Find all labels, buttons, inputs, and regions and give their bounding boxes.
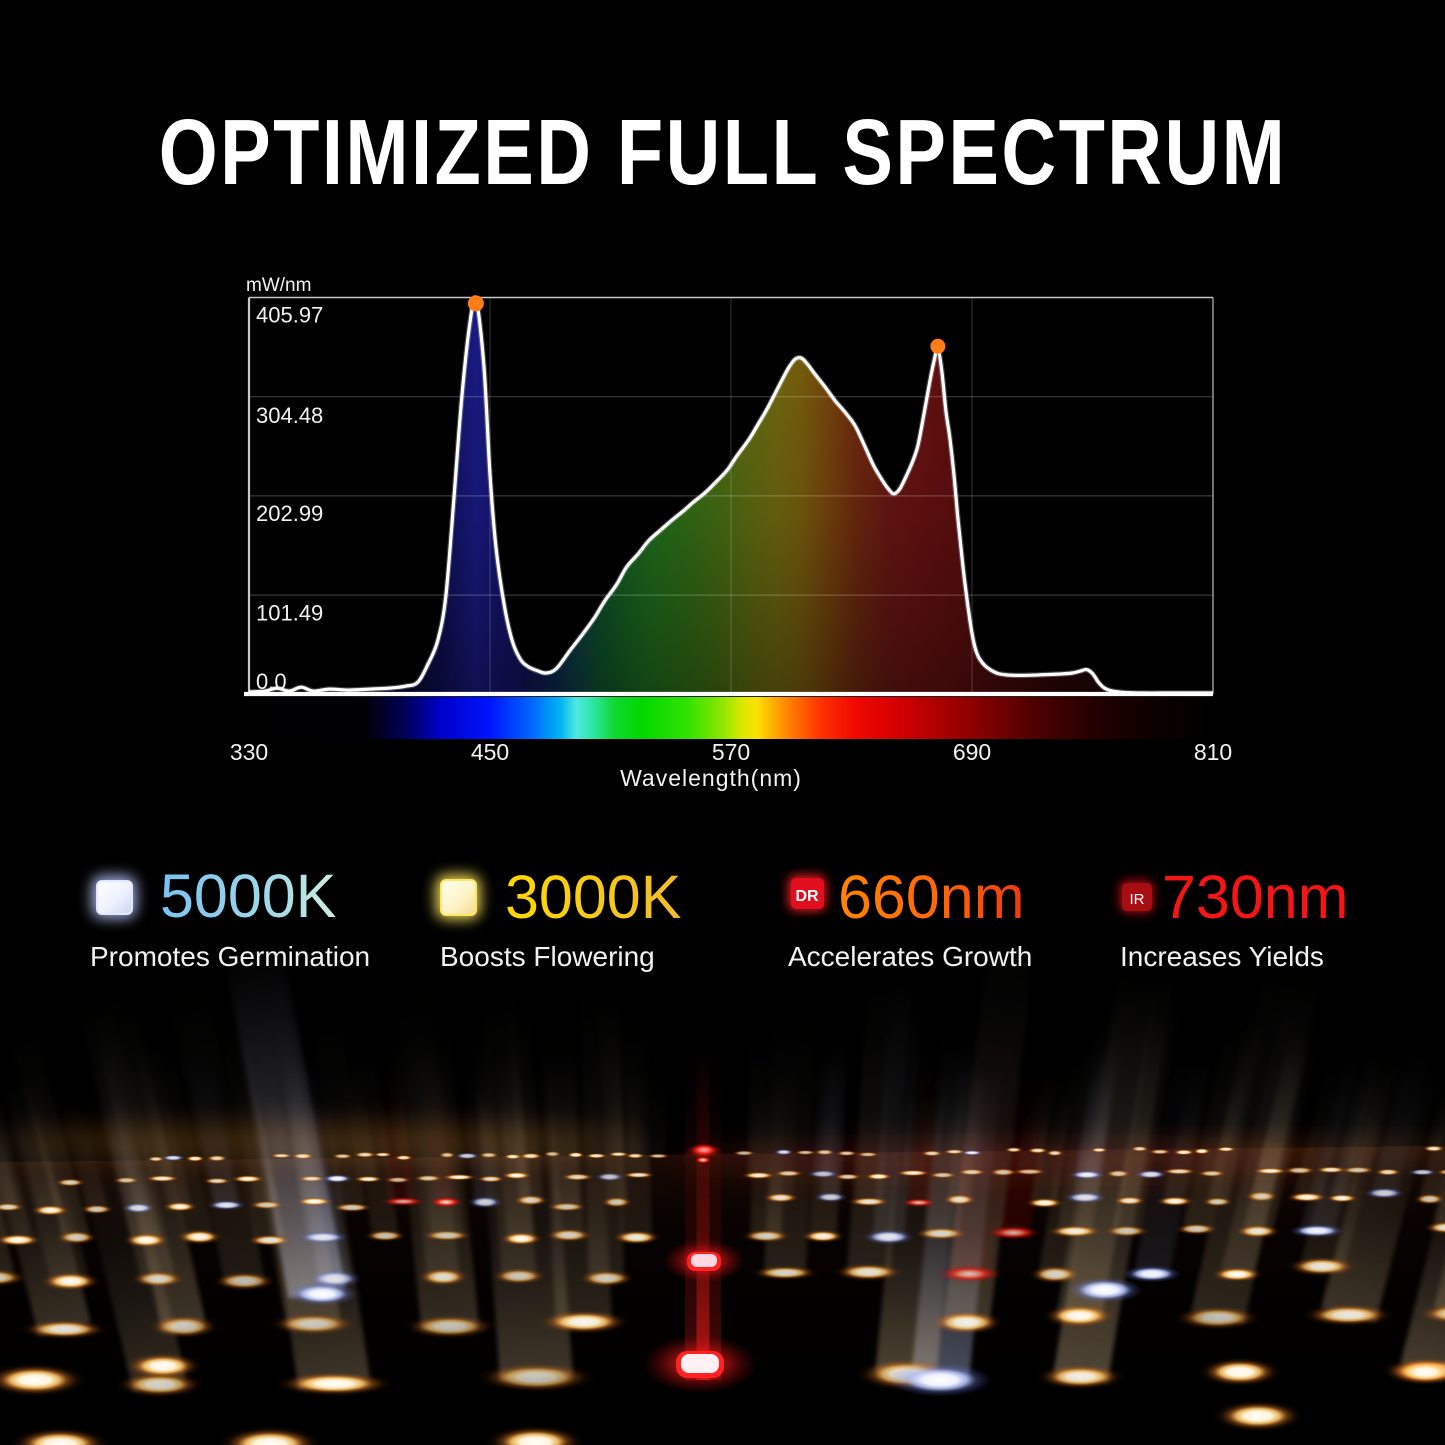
svg-text:IR: IR — [1130, 891, 1145, 908]
svg-text:Wavelength(nm): Wavelength(nm) — [620, 765, 802, 791]
svg-text:810: 810 — [1194, 739, 1232, 765]
svg-text:450: 450 — [471, 739, 509, 765]
svg-text:DR: DR — [795, 888, 819, 905]
svg-text:5000K: 5000K — [160, 862, 336, 930]
svg-text:330: 330 — [230, 739, 268, 765]
svg-text:3000K: 3000K — [505, 863, 681, 931]
svg-text:Boosts Flowering: Boosts Flowering — [440, 941, 655, 972]
svg-text:405.97: 405.97 — [256, 303, 323, 328]
svg-text:690: 690 — [953, 739, 991, 765]
svg-text:730nm: 730nm — [1162, 863, 1349, 931]
svg-text:570: 570 — [712, 739, 750, 765]
svg-text:0.0: 0.0 — [256, 669, 287, 694]
svg-text:304.48: 304.48 — [256, 403, 323, 428]
svg-text:202.99: 202.99 — [256, 501, 323, 526]
svg-text:101.49: 101.49 — [256, 601, 323, 626]
svg-text:OPTIMIZED FULL SPECTRUM: OPTIMIZED FULL SPECTRUM — [159, 100, 1288, 204]
svg-text:mW/nm: mW/nm — [246, 275, 311, 296]
svg-text:660nm: 660nm — [838, 863, 1025, 931]
